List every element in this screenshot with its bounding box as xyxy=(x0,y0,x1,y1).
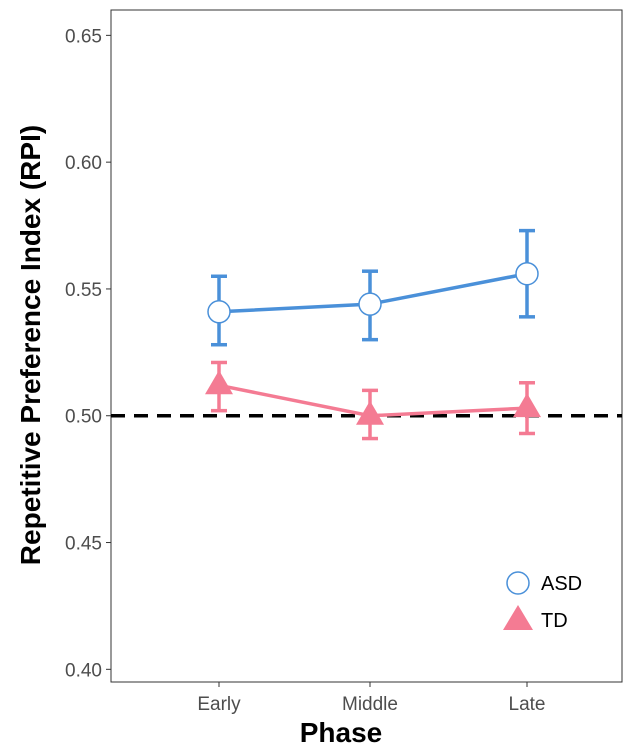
x-axis-title: Phase xyxy=(300,717,383,748)
series-asd xyxy=(207,228,539,347)
legend: ASD TD xyxy=(503,571,582,632)
x-tick-label: Middle xyxy=(342,694,398,715)
y-axis-title: Repetitive Preference Index (RPI) xyxy=(15,125,46,565)
y-tick-label: 0.40 xyxy=(65,660,102,681)
plot-border xyxy=(110,9,623,683)
x-axis: Early Middle Late xyxy=(197,682,545,715)
data-point-asd xyxy=(207,300,231,324)
y-tick-label: 0.60 xyxy=(65,153,102,174)
x-tick-label: Late xyxy=(509,694,546,715)
y-tick-label: 0.65 xyxy=(65,26,102,47)
data-point-td xyxy=(513,393,541,418)
legend-label-asd: ASD xyxy=(541,573,582,595)
plot-panel xyxy=(110,9,623,683)
legend-label-td: TD xyxy=(541,610,568,632)
legend-key-td xyxy=(503,605,533,630)
y-tick-label: 0.55 xyxy=(65,280,102,301)
series-td xyxy=(205,360,541,441)
x-tick-label: Early xyxy=(197,694,241,715)
legend-key-asd xyxy=(506,571,530,595)
y-axis: 0.40 0.45 0.50 0.55 0.60 0.65 xyxy=(65,26,111,681)
data-point-td xyxy=(356,400,384,425)
data-point-asd xyxy=(515,261,539,286)
data-point-asd xyxy=(358,292,382,316)
y-tick-label: 0.45 xyxy=(65,534,102,555)
series-layer xyxy=(205,228,541,441)
data-point-td xyxy=(205,370,233,395)
y-tick-label: 0.50 xyxy=(65,407,102,428)
